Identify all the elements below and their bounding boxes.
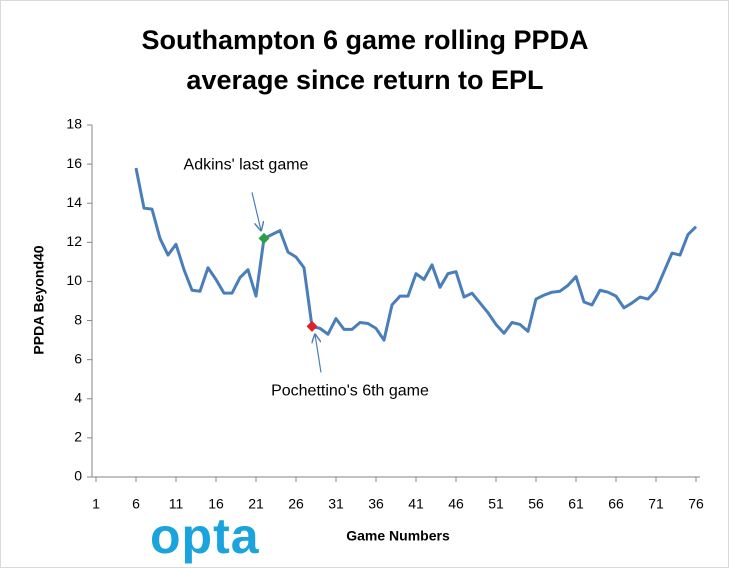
x-tick-label: 36 (368, 496, 384, 512)
x-tick-label: 1 (92, 496, 100, 512)
y-tick-label: 16 (66, 155, 82, 171)
x-tick-label: 6 (132, 496, 140, 512)
x-tick-label: 11 (169, 496, 184, 512)
chart-title: average since return to EPL (186, 65, 543, 95)
y-axis-label: PPDA Beyond40 (31, 245, 47, 354)
x-tick-label: 26 (288, 496, 304, 512)
highlight-marker (306, 320, 318, 332)
x-tick-label: 56 (528, 496, 544, 512)
y-tick-label: 8 (74, 311, 82, 327)
annotation-arrow (251, 192, 261, 230)
annotation: Pochettino's 6th game (271, 383, 429, 400)
highlight-marker (258, 232, 270, 244)
x-tick-label: 71 (648, 496, 664, 512)
y-tick-label: 4 (74, 389, 82, 405)
x-tick-label: 46 (448, 496, 464, 512)
x-tick-label: 16 (208, 496, 224, 512)
x-tick-label: 21 (248, 496, 264, 512)
x-tick-label: 61 (568, 496, 584, 512)
y-tick-label: 18 (66, 116, 82, 132)
data-line (134, 167, 698, 342)
x-tick-label: 51 (488, 496, 504, 512)
annotation: Adkins' last game (184, 157, 309, 174)
y-tick-label: 12 (66, 233, 82, 249)
x-tick-label: 41 (408, 496, 424, 512)
x-tick-label: 66 (608, 496, 624, 512)
x-tick-label: 31 (328, 496, 344, 512)
y-tick-label: 10 (66, 272, 82, 288)
y-tick-label: 0 (74, 468, 82, 484)
x-axis-label: Game Numbers (346, 528, 450, 544)
y-tick-label: 6 (74, 350, 82, 366)
annotation-arrow (315, 334, 322, 373)
y-tick-label: 2 (74, 429, 82, 445)
logo: opta (150, 508, 260, 564)
x-tick-label: 76 (688, 496, 704, 512)
y-tick-label: 14 (66, 194, 82, 210)
chart-title: Southampton 6 game rolling PPDA (141, 25, 588, 55)
